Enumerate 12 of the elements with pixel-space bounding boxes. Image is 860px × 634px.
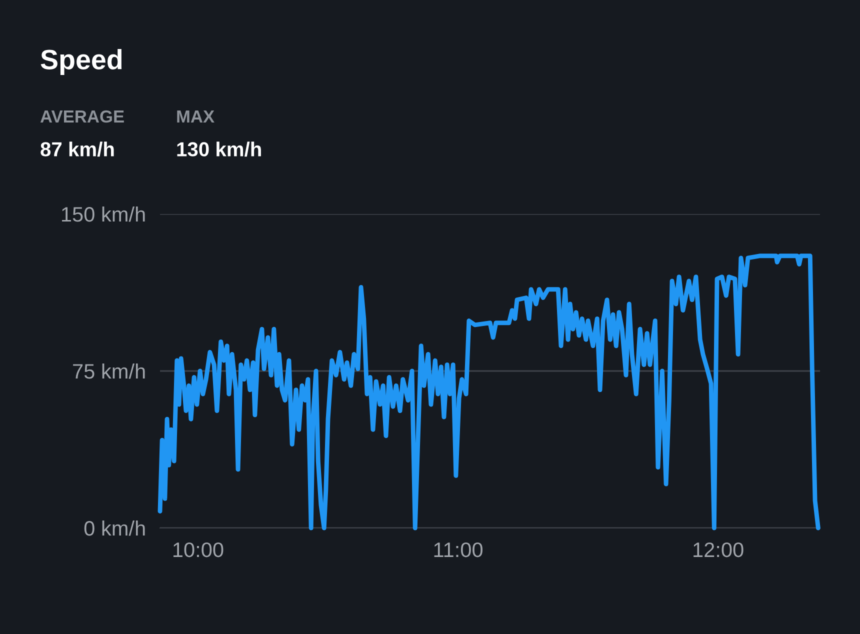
x-tick-label: 12:00 [694,542,744,558]
text: 130 km/h [177,142,261,157]
y-tick-label: 75 km/h [73,363,145,379]
line-series [158,254,820,530]
text: 87 km/h [40,142,114,157]
y-tick-label: 0 km/h [84,520,145,536]
chart-title: Speed [40,49,122,75]
x-tick-label: 11:00 [434,542,482,558]
text: AVERAGE [40,110,124,123]
text: MAX [177,110,214,122]
y-tick-label: 150 km/h [62,206,145,222]
x-tick-label: 10:00 [173,542,224,558]
